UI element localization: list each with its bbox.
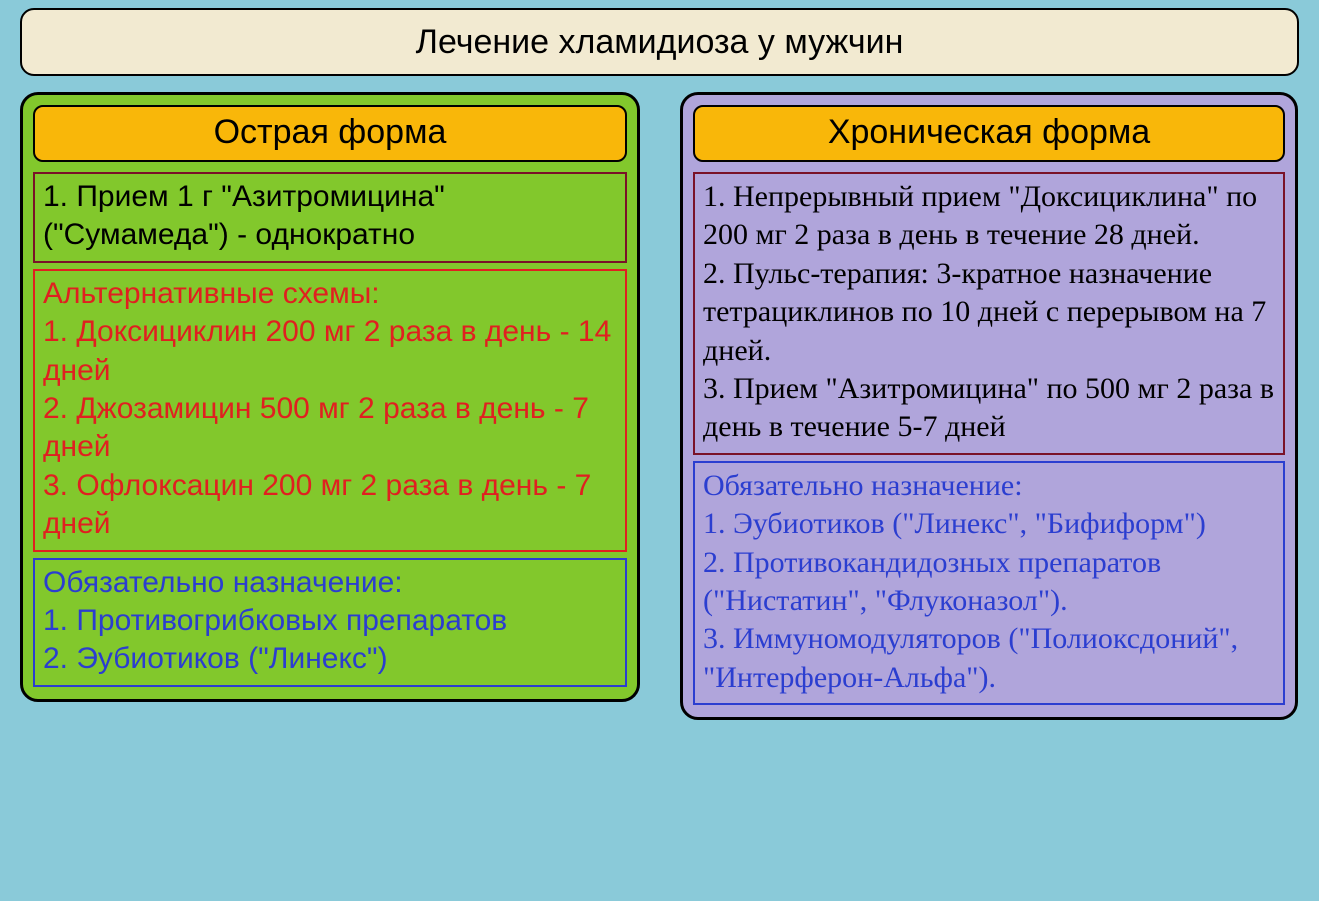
acute-block-alternatives-line: 3. Офлоксацин 200 мг 2 раза в день - 7 д… <box>43 469 591 540</box>
chronic-block-mandatory-line: 2. Противокандидозных препаратов ("Ниста… <box>703 546 1161 617</box>
acute-block-mandatory-line: 2. Эубиотиков ("Линекс") <box>43 642 388 675</box>
chronic-block-primary-line: 1. Непрерывный прием "Доксициклина" по 2… <box>703 180 1257 251</box>
acute-block-alternatives-line: Альтернативные схемы: <box>43 277 380 310</box>
acute-block-alternatives-line: 2. Джозамицин 500 мг 2 раза в день - 7 д… <box>43 392 589 463</box>
chronic-form-header-text: Хроническая форма <box>828 113 1150 151</box>
acute-block-alternatives: Альтернативные схемы: 1. Доксициклин 200 … <box>33 269 627 552</box>
chronic-block-mandatory-line: Обязательно назначение: <box>703 469 1023 502</box>
chronic-block-mandatory: Обязательно назначение: 1. Эубиотиков ("Л… <box>693 461 1285 705</box>
page-title: Лечение хламидиоза у мужчин <box>20 8 1299 76</box>
acute-form-panel: Острая форма 1. Прием 1 г "Азитромицина"… <box>20 92 640 702</box>
acute-form-header: Острая форма <box>33 105 627 162</box>
acute-block-mandatory-line: 1. Противогрибковых препаратов <box>43 604 507 637</box>
chronic-block-primary-line: 2. Пульс-терапия: 3-кратное назначение т… <box>703 257 1266 367</box>
acute-form-blocks: 1. Прием 1 г "Азитромицина" ("Сумамеда")… <box>33 172 627 687</box>
chronic-form-header: Хроническая форма <box>693 105 1285 162</box>
chronic-block-primary: 1. Непрерывный прием "Доксициклина" по 2… <box>693 172 1285 455</box>
chronic-block-mandatory-line: 3. Иммуномодуляторов ("Полиоксдоний", "И… <box>703 622 1238 693</box>
acute-form-header-text: Острая форма <box>214 113 447 151</box>
acute-block-mandatory: Обязательно назначение: 1. Противогрибков… <box>33 558 627 687</box>
acute-block-primary-line: 1. Прием 1 г "Азитромицина" ("Сумамеда")… <box>43 180 445 251</box>
chronic-block-mandatory-line: 1. Эубиотиков ("Линекс", "Бифиформ") <box>703 507 1206 540</box>
chronic-block-primary-line: 3. Прием "Азитромицина" по 500 мг 2 раза… <box>703 372 1274 443</box>
chronic-form-blocks: 1. Непрерывный прием "Доксициклина" по 2… <box>693 172 1285 705</box>
page-title-text: Лечение хламидиоза у мужчин <box>416 23 904 62</box>
chronic-form-panel: Хроническая форма 1. Непрерывный прием "… <box>680 92 1298 720</box>
acute-block-mandatory-line: Обязательно назначение: <box>43 566 403 599</box>
acute-block-alternatives-line: 1. Доксициклин 200 мг 2 раза в день - 14… <box>43 315 611 386</box>
acute-block-primary: 1. Прием 1 г "Азитромицина" ("Сумамеда")… <box>33 172 627 263</box>
